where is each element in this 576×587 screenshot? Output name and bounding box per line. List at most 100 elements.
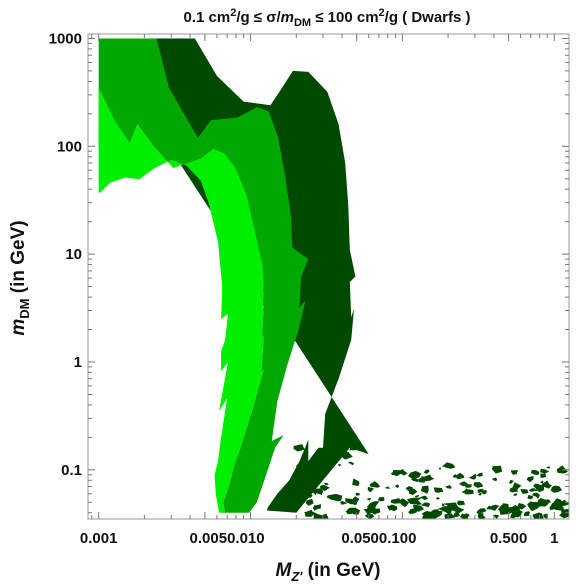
speckle-blob bbox=[301, 454, 306, 458]
speckle-blob bbox=[294, 477, 305, 483]
speckle-blob bbox=[421, 485, 429, 494]
region-light bbox=[98, 87, 264, 513]
speckle-blob bbox=[477, 488, 484, 493]
x-tick-label: 0.0050.010 bbox=[190, 530, 265, 547]
speckle-blob bbox=[513, 493, 518, 496]
region-mid bbox=[98, 38, 309, 513]
speckle-blob bbox=[408, 470, 422, 479]
speckle-blob bbox=[455, 472, 465, 480]
x-tick-label: 0.001 bbox=[80, 530, 118, 547]
speckle-blob bbox=[445, 485, 452, 489]
speckle-blob bbox=[413, 500, 422, 505]
speckle-blob bbox=[337, 464, 341, 467]
speckle-blob bbox=[397, 469, 408, 476]
speckle-blob bbox=[424, 474, 435, 482]
speckle-blob bbox=[305, 498, 314, 506]
speckle-blob bbox=[368, 487, 373, 490]
speckle-blob bbox=[429, 510, 443, 519]
speckle-blob bbox=[415, 494, 420, 498]
speckle-blob bbox=[534, 489, 539, 491]
speckle-blob bbox=[405, 486, 413, 491]
speckle-blob bbox=[456, 500, 466, 506]
speckle-blob bbox=[323, 456, 329, 461]
speckle-blob bbox=[508, 479, 514, 484]
speckle-blob bbox=[477, 493, 482, 496]
speckle-blob bbox=[503, 504, 509, 510]
speckle-blob bbox=[528, 488, 535, 492]
speckle-blob bbox=[295, 462, 305, 469]
speckle-blob bbox=[409, 508, 418, 514]
speckle-blob bbox=[509, 487, 519, 493]
speckle-blob bbox=[419, 495, 429, 501]
speckle-blob bbox=[541, 480, 552, 489]
speckle-blob bbox=[324, 482, 329, 486]
x-tick-label: 0.0500.100 bbox=[341, 530, 416, 547]
speckle-blob bbox=[418, 475, 426, 483]
y-tick-label: 1 bbox=[74, 354, 82, 371]
speckle-blob bbox=[492, 465, 502, 474]
speckle-blob bbox=[452, 474, 458, 478]
speckle-blob bbox=[540, 468, 550, 474]
speckle-blob bbox=[443, 502, 457, 510]
speckle-blob bbox=[477, 513, 486, 519]
speckle-blob bbox=[423, 469, 430, 474]
speckle-blob bbox=[441, 503, 445, 507]
speckle-blob bbox=[438, 505, 453, 513]
speckle-blob bbox=[433, 487, 444, 493]
speckle-blob bbox=[526, 476, 534, 483]
speckle-blob bbox=[398, 498, 409, 508]
speckle-blob bbox=[299, 467, 305, 471]
speckle-blob bbox=[355, 492, 360, 496]
speckle-blob bbox=[312, 504, 322, 511]
speckle-blob bbox=[302, 482, 308, 487]
speckle-blob bbox=[477, 483, 483, 488]
speckle-blob bbox=[438, 467, 441, 470]
speckle-blob bbox=[531, 469, 539, 475]
speckle-blob bbox=[326, 493, 343, 502]
speckle-blob bbox=[510, 470, 519, 475]
y-axis-title: mDM (in GeV) bbox=[8, 220, 32, 335]
speckle-blob bbox=[339, 450, 353, 460]
speckle-blob bbox=[559, 512, 569, 519]
speckle-layer bbox=[293, 444, 569, 519]
speckle-blob bbox=[523, 511, 531, 517]
speckle-blob bbox=[345, 498, 356, 505]
speckle-blob bbox=[539, 480, 544, 484]
speckle-blob bbox=[491, 477, 498, 481]
x-tick-label: 0.500 bbox=[490, 530, 528, 547]
speckle-blob bbox=[304, 494, 309, 497]
speckle-blob bbox=[464, 513, 470, 517]
y-tick-label: 100 bbox=[57, 138, 82, 155]
x-axis-title: MZ' (in GeV) bbox=[276, 560, 381, 584]
speckle-blob bbox=[421, 502, 431, 508]
speckle-blob bbox=[384, 486, 391, 489]
speckle-blob bbox=[331, 451, 340, 457]
region-white bbox=[98, 177, 213, 513]
speckle-blob bbox=[543, 513, 548, 519]
axes-layer: 0.001 0.0050.010 0.0500.100 0.500 1 0.1 1 10 100… bbox=[49, 31, 569, 547]
speckle-blob bbox=[394, 484, 400, 488]
speckle-blob bbox=[349, 507, 360, 515]
speckle-blob bbox=[410, 477, 420, 482]
speckle-blob bbox=[527, 501, 540, 512]
speckle-blob bbox=[527, 495, 533, 500]
speckle-blob bbox=[476, 508, 487, 513]
speckle-blob bbox=[312, 511, 324, 519]
speckle-blob bbox=[468, 473, 477, 480]
speckle-blob bbox=[348, 461, 355, 466]
speckle-blob bbox=[293, 444, 305, 452]
speckle-blob bbox=[323, 448, 333, 455]
speckle-blob bbox=[319, 485, 330, 492]
speckle-blob bbox=[433, 509, 440, 513]
speckle-blob bbox=[388, 504, 398, 512]
speckle-blob bbox=[516, 503, 527, 509]
speckle-blob bbox=[364, 513, 375, 519]
speckle-blob bbox=[520, 489, 529, 494]
speckle-blob bbox=[340, 500, 348, 505]
x-tick-label: 1 bbox=[550, 530, 558, 547]
speckle-blob bbox=[349, 447, 357, 451]
speckle-blob bbox=[444, 513, 456, 519]
speckle-blob bbox=[481, 490, 487, 494]
speckle-blob bbox=[442, 462, 456, 469]
